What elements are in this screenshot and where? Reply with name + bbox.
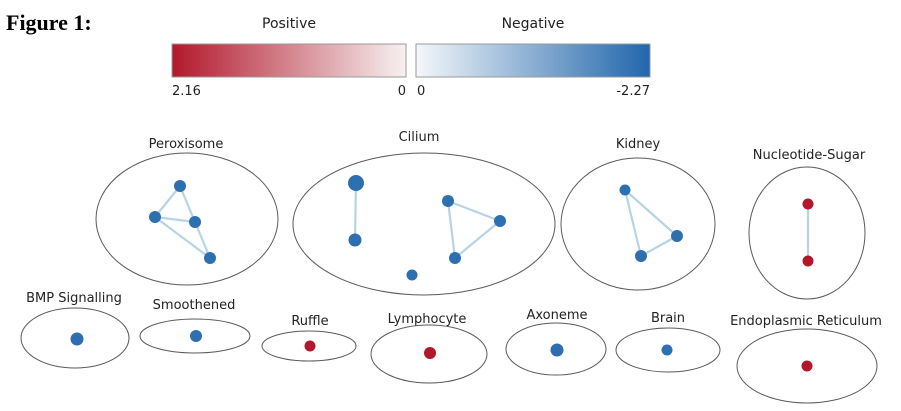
group-label-cilium: Cilium xyxy=(399,130,440,145)
network-node xyxy=(348,175,364,191)
network-node xyxy=(494,215,506,227)
network-node xyxy=(635,250,647,262)
group-ruffle: Ruffle xyxy=(261,314,357,362)
group-ellipse-lymphocyte xyxy=(370,324,488,384)
group-label-axoneme: Axoneme xyxy=(526,308,587,323)
group-cilium: Cilium xyxy=(292,130,556,296)
network-edge xyxy=(153,215,197,224)
group-label-peroxisome: Peroxisome xyxy=(149,137,224,152)
group-smoothened: Smoothened xyxy=(139,298,251,354)
group-ellipse-endoplasmic-reticulum xyxy=(736,328,878,404)
network-node xyxy=(70,332,84,346)
network-edge xyxy=(639,234,679,258)
network-node xyxy=(802,255,814,267)
figure-title: Figure 1: xyxy=(6,10,92,35)
group-peroxisome: Peroxisome xyxy=(95,137,279,286)
group-ellipse-brain xyxy=(615,327,721,373)
network-edge xyxy=(623,188,679,238)
network-node xyxy=(802,198,814,210)
group-ellipse-smoothened xyxy=(139,318,251,354)
group-axoneme: Axoneme xyxy=(505,308,607,376)
network-node xyxy=(671,230,683,242)
legend-positive-max-label: 2.16 xyxy=(172,84,201,99)
group-ellipse-nucleotide-sugar xyxy=(748,166,866,300)
legend-positive-min-label: 0 xyxy=(398,84,406,99)
group-lymphocyte: Lymphocyte xyxy=(370,312,488,384)
network-node xyxy=(442,195,454,207)
network-node xyxy=(424,347,436,359)
group-brain: Brain xyxy=(615,311,721,373)
legend-negative-title: Negative xyxy=(502,16,565,32)
network-node xyxy=(304,340,316,352)
group-label-brain: Brain xyxy=(651,311,685,326)
legend-positive-title: Positive xyxy=(262,16,316,32)
legend-negative-max-label: -2.27 xyxy=(616,84,650,99)
network-edge xyxy=(353,181,358,242)
group-label-lymphocyte: Lymphocyte xyxy=(388,312,467,327)
network-edge xyxy=(193,220,212,260)
group-bmp-signalling: BMP Signalling xyxy=(20,291,130,369)
legend-positive-gradient-bar xyxy=(171,43,407,78)
group-label-smoothened: Smoothened xyxy=(153,298,236,313)
network-edge xyxy=(446,199,502,223)
group-label-ruffle: Ruffle xyxy=(291,314,328,329)
network-node xyxy=(801,360,813,372)
group-label-bmp-signalling: BMP Signalling xyxy=(26,291,122,306)
network-edge xyxy=(453,219,502,260)
network-node xyxy=(661,344,673,356)
group-ellipse-axoneme xyxy=(505,322,607,376)
network-node xyxy=(348,233,362,247)
group-endoplasmic-reticulum: Endoplasmic Reticulum xyxy=(730,314,882,404)
network-edge xyxy=(153,184,182,219)
network-edge xyxy=(178,184,197,224)
network-node xyxy=(204,252,216,264)
network-edge xyxy=(153,215,212,260)
network-edge xyxy=(446,199,457,260)
group-label-kidney: Kidney xyxy=(616,137,661,152)
group-ellipse-cilium xyxy=(292,152,556,296)
legend-negative-gradient-bar xyxy=(415,43,651,78)
group-ellipse-ruffle xyxy=(261,330,357,362)
legend-negative: Negative 0 -2.27 xyxy=(415,16,651,99)
legend-positive: Positive 2.16 0 xyxy=(171,16,407,99)
network-node xyxy=(149,211,161,223)
network-node xyxy=(189,216,201,228)
network-node xyxy=(619,184,631,196)
legend-negative-min-label: 0 xyxy=(417,84,425,99)
group-ellipse-kidney xyxy=(560,157,716,291)
network-node xyxy=(190,330,202,342)
network-node xyxy=(550,343,564,357)
group-label-nucleotide-sugar: Nucleotide-Sugar xyxy=(753,148,866,163)
network-edge xyxy=(623,188,643,258)
group-kidney: Kidney xyxy=(560,137,716,291)
group-ellipse-bmp-signalling xyxy=(20,307,130,369)
network-node xyxy=(449,252,461,264)
network-node xyxy=(406,269,418,281)
group-ellipse-peroxisome xyxy=(95,152,279,286)
group-nucleotide-sugar: Nucleotide-Sugar xyxy=(748,148,866,300)
group-label-endoplasmic-reticulum: Endoplasmic Reticulum xyxy=(730,314,882,329)
network-node xyxy=(174,180,186,192)
